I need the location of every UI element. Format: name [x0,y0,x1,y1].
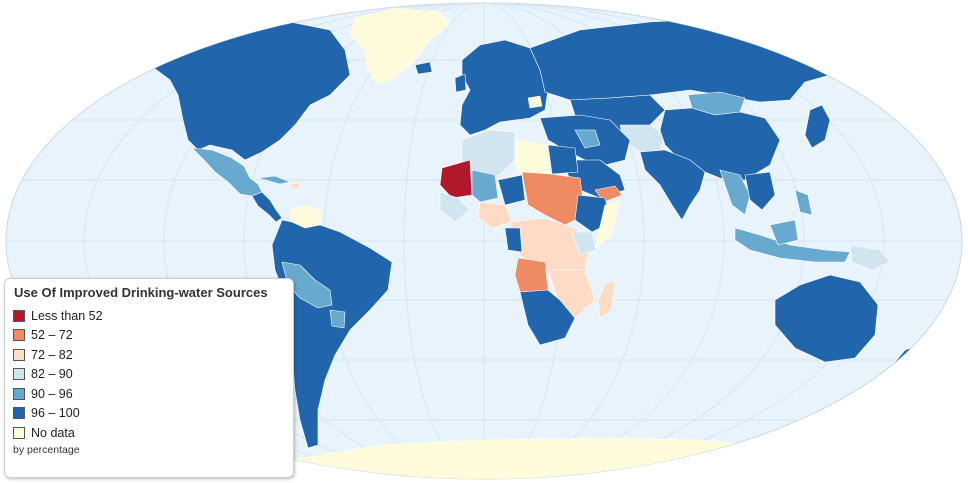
iceland [414,61,433,75]
southern-africa [519,289,576,346]
niger-chad [497,174,526,206]
legend-label: Less than 52 [31,308,103,323]
legend-label: No data [31,425,75,440]
legend-swatch [13,368,25,381]
madagascar [597,279,616,319]
japan [804,104,831,149]
legend-swatch [13,426,25,439]
australia [774,274,879,363]
borneo [769,219,799,246]
legend-item[interactable]: No data [13,423,285,443]
legend-swatch [13,387,25,400]
legend-label: 82 – 90 [31,367,73,382]
legend-item[interactable]: 90 – 96 [13,384,285,404]
west-africa-mid [471,169,499,203]
myanmar-thailand [719,169,751,216]
india [639,149,706,221]
nigeria [477,201,513,229]
map-legend: Use Of Improved Drinking-water Sources L… [4,278,294,478]
haiti [289,182,301,190]
legend-swatch [13,407,25,420]
zambia-mozambique [547,269,596,319]
legend-item[interactable]: 52 – 72 [13,326,285,346]
libya [514,139,551,179]
legend-item[interactable]: Less than 52 [13,306,285,326]
angola [514,257,549,293]
somalia [595,199,621,249]
legend-items: Less than 52 52 – 72 72 – 82 82 – 90 90 – 96… [13,306,285,443]
egypt [547,144,579,175]
legend-label: 90 – 96 [31,386,73,401]
cuba [257,175,291,185]
legend-item[interactable]: 82 – 90 [13,365,285,385]
legend-swatch [13,348,25,361]
east-africa-light [571,231,597,256]
central-america [251,191,283,223]
alaska-islands [119,49,133,59]
papua [849,244,891,271]
gabon-congo [504,227,523,253]
moldova-ukraine-nodata [527,95,543,109]
mauritania [439,159,473,199]
legend-swatch [13,329,25,342]
legend-note: by percentage [13,443,80,456]
legend-item[interactable]: 96 – 100 [13,404,285,424]
europe [459,39,549,136]
legend-swatch [13,309,25,322]
indochina [744,171,776,211]
legend-title: Use Of Improved Drinking-water Sources [14,285,268,300]
greenland [349,7,451,86]
philippines [794,189,813,216]
legend-label: 52 – 72 [31,328,73,343]
paraguay [329,309,346,329]
middle-east-mid [574,129,601,149]
uk [454,73,467,93]
legend-item[interactable]: 72 – 82 [13,345,285,365]
legend-label: 72 – 82 [31,347,73,362]
legend-label: 96 – 100 [31,406,80,421]
sahel-light [439,191,471,223]
